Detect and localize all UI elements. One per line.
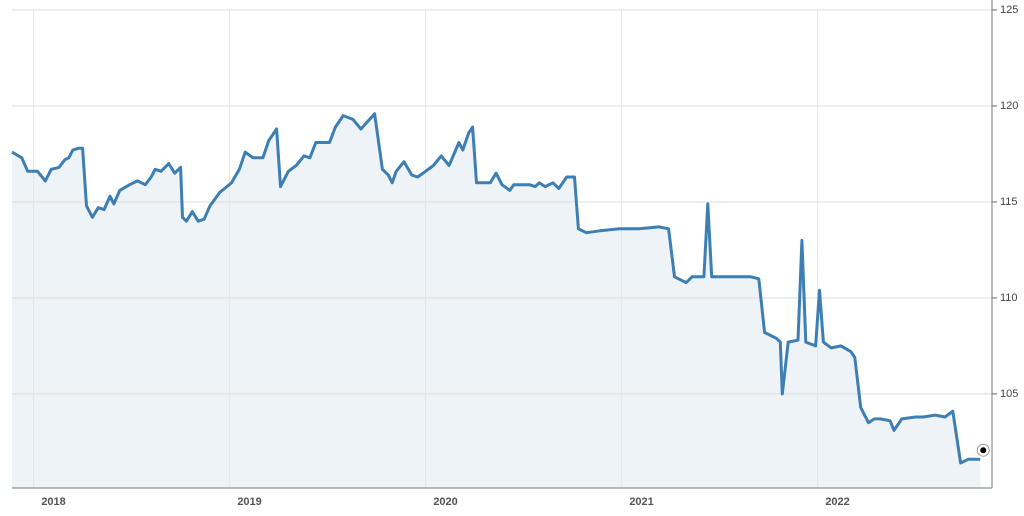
x-tick-label: 2018 — [41, 496, 65, 508]
x-tick-label: 2020 — [433, 496, 457, 508]
y-tick-label: 105 — [1000, 388, 1018, 400]
x-tick-label: 2022 — [825, 496, 849, 508]
line — [11, 112, 981, 465]
end-marker-dot — [980, 447, 987, 454]
x-tick-label: 2021 — [629, 496, 653, 508]
y-tick-label: 125 — [1000, 4, 1018, 16]
y-tick-label: 115 — [1000, 196, 1018, 208]
x-tick-label: 2019 — [237, 496, 261, 508]
y-tick-label: 110 — [1000, 292, 1018, 304]
y-tick-label: 120 — [1000, 100, 1018, 112]
